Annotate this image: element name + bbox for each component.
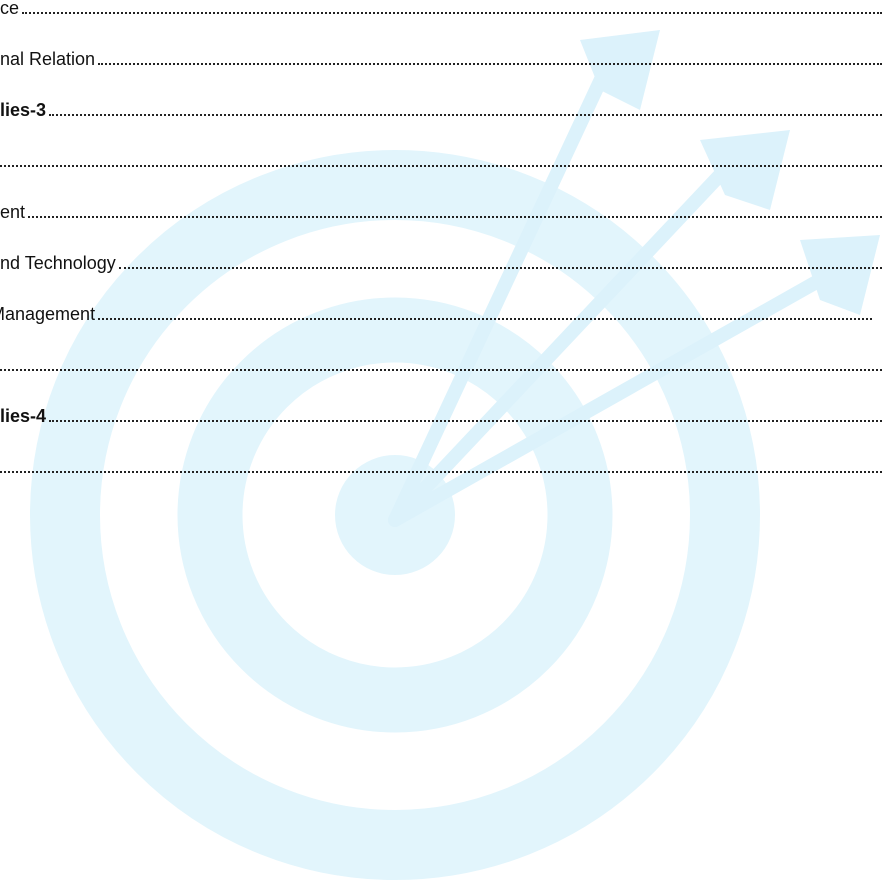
toc-entry: Management — [0, 301, 872, 325]
dot-leader — [0, 369, 882, 371]
entry-title: lies-4 — [0, 406, 49, 427]
toc-entry: lies-4 — [0, 403, 882, 427]
entry-title: lies-3 — [0, 100, 49, 121]
toc-entry: ent — [0, 199, 882, 223]
entry-title: ent — [0, 202, 28, 223]
dot-leader — [49, 114, 882, 116]
dot-leader — [98, 63, 882, 65]
dot-leader — [28, 216, 882, 218]
toc-entry: ce — [0, 0, 882, 19]
dot-leader — [22, 12, 882, 14]
toc-entry: lies-3 — [0, 97, 882, 121]
dot-leader — [0, 471, 882, 473]
page: {"toc": {"entries": [ {"text": "ce", "bo… — [0, 0, 885, 889]
dot-leader — [0, 165, 882, 167]
toc-entry: nal Relation — [0, 46, 882, 70]
target-watermark — [0, 0, 885, 889]
dot-leader — [119, 267, 882, 269]
entry-title: nd Technology — [0, 253, 119, 274]
entry-title: nal Relation — [0, 49, 98, 70]
entry-title: Management — [0, 304, 98, 325]
entry-title: ce — [0, 0, 22, 19]
dot-leader — [49, 420, 882, 422]
toc-entry — [0, 454, 882, 478]
toc-entry — [0, 148, 882, 172]
toc-entry: nd Technology — [0, 250, 882, 274]
dot-leader — [98, 318, 872, 320]
toc-entry — [0, 352, 882, 376]
